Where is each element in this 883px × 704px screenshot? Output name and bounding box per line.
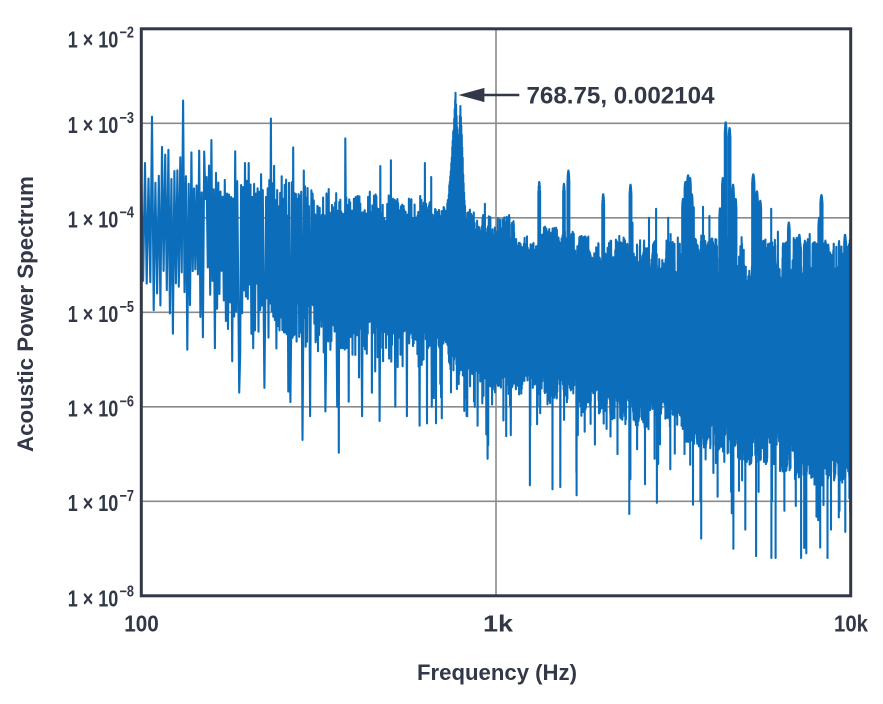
svg-text:1k: 1k: [483, 611, 513, 637]
svg-text:10k: 10k: [834, 611, 868, 637]
svg-text:768.75, 0.002104: 768.75, 0.002104: [527, 83, 716, 110]
svg-text:−7: −7: [120, 488, 135, 505]
svg-text:1 × 10: 1 × 10: [68, 586, 119, 612]
svg-text:1 × 10: 1 × 10: [68, 112, 119, 138]
svg-text:−2: −2: [120, 25, 135, 42]
svg-text:−8: −8: [120, 584, 135, 601]
svg-text:−4: −4: [120, 205, 135, 222]
svg-text:1 × 10: 1 × 10: [68, 26, 119, 52]
svg-text:Frequency (Hz): Frequency (Hz): [417, 660, 577, 685]
svg-text:1 × 10: 1 × 10: [68, 206, 119, 232]
svg-text:1 × 10: 1 × 10: [68, 301, 119, 327]
svg-text:1 × 10: 1 × 10: [68, 490, 119, 516]
svg-text:Acoustic Power Spectrum: Acoustic Power Spectrum: [13, 176, 38, 452]
svg-text:1 × 10: 1 × 10: [68, 395, 119, 421]
svg-text:−5: −5: [120, 299, 135, 316]
svg-text:100: 100: [124, 611, 159, 637]
svg-text:−6: −6: [120, 394, 135, 411]
svg-text:−3: −3: [120, 110, 135, 127]
